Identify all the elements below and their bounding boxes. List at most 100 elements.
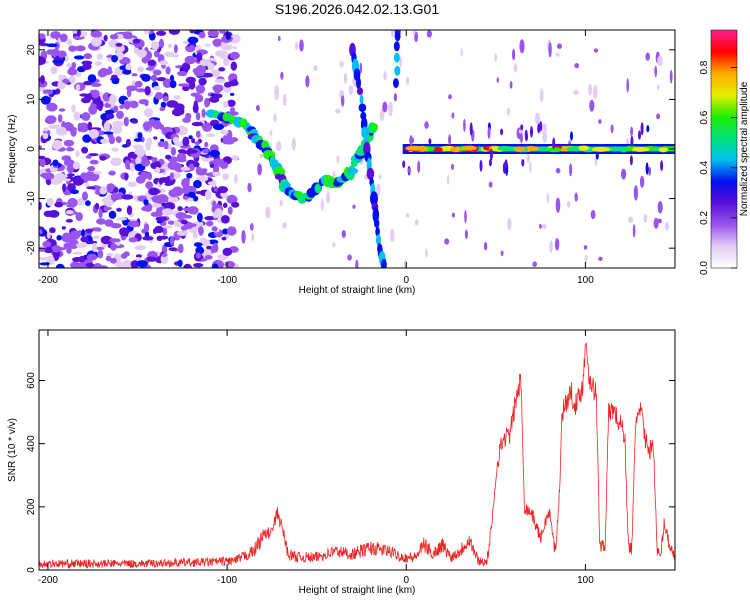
noise-blob xyxy=(223,57,230,67)
noise-blob xyxy=(202,148,210,154)
faint-blob xyxy=(669,69,673,84)
noise-blob xyxy=(140,171,149,180)
noise-blob xyxy=(109,34,119,40)
faint-blob xyxy=(247,182,252,193)
noise-blob xyxy=(224,81,232,88)
faint-blob xyxy=(320,198,324,211)
noise-blob xyxy=(154,92,164,100)
noise-blob xyxy=(227,226,237,236)
faint-blob xyxy=(347,254,352,261)
colorbar-tick-label: 0.6 xyxy=(699,110,710,124)
heatmap-y-ticks: -20 -10 0 10 20 xyxy=(26,44,675,255)
signal-blob xyxy=(450,147,462,153)
faint-blob xyxy=(250,223,254,231)
faint-blob xyxy=(588,83,592,96)
faint-blob xyxy=(388,101,393,117)
faint-blob xyxy=(463,118,466,132)
noise-blob xyxy=(50,66,58,75)
faint-blob xyxy=(657,201,663,214)
heatmap-x-ticks: -200 -100 0 100 xyxy=(38,30,594,286)
noise-blob xyxy=(124,159,131,169)
faint-blob xyxy=(341,95,345,107)
noise-blob xyxy=(168,247,177,252)
noise-blob xyxy=(161,253,168,257)
faint-blob xyxy=(657,218,662,224)
noise-blob xyxy=(68,239,80,250)
noise-blob xyxy=(51,245,62,253)
signal-side-blob xyxy=(646,125,650,133)
noise-blob xyxy=(80,172,88,180)
faint-blob xyxy=(590,209,596,220)
noise-blob xyxy=(134,148,146,157)
noise-blob xyxy=(177,259,183,268)
noise-blob xyxy=(125,138,131,147)
noise-blob xyxy=(213,85,222,94)
noise-blob xyxy=(229,51,240,60)
noise-blob xyxy=(211,179,217,188)
heatmap-x-axis-label: Height of straight line (km) xyxy=(299,285,416,296)
noise-blob xyxy=(204,97,210,108)
noise-blob xyxy=(103,34,108,42)
noise-blob xyxy=(67,38,72,47)
noise-blob xyxy=(176,231,188,237)
faint-blob xyxy=(383,70,387,81)
signal-side-blob xyxy=(630,135,634,148)
faint-blob xyxy=(542,123,547,134)
signal-side-blob xyxy=(630,126,634,137)
noise-blob xyxy=(152,120,162,130)
faint-blob xyxy=(621,168,627,180)
noise-blob xyxy=(122,69,132,75)
noise-blob xyxy=(115,42,123,47)
signal-side-blob xyxy=(520,124,524,131)
faint-blob xyxy=(500,250,504,257)
faint-blob xyxy=(529,161,532,173)
noise-blob xyxy=(105,255,112,262)
noise-blob xyxy=(97,69,107,78)
noise-blob xyxy=(121,194,134,200)
signal-blob xyxy=(578,145,590,151)
signal-side-blob xyxy=(640,122,644,136)
faint-blob xyxy=(326,191,331,204)
steep-track-blob xyxy=(366,167,375,180)
noise-blob xyxy=(65,219,73,223)
noise-blob xyxy=(62,183,67,192)
noise-blob xyxy=(148,187,160,196)
faint-blob xyxy=(549,240,553,254)
noise-blob xyxy=(43,247,54,254)
faint-blob xyxy=(414,219,419,226)
noise-blob xyxy=(201,108,206,118)
faint-blob xyxy=(633,185,639,201)
noise-blob xyxy=(182,117,191,123)
noise-blob xyxy=(146,137,153,146)
signal-blob xyxy=(631,146,650,152)
noise-blob xyxy=(85,155,92,159)
noise-blob xyxy=(67,173,75,177)
noise-blob xyxy=(151,157,158,163)
noise-blob xyxy=(219,130,229,135)
faint-blob xyxy=(593,85,598,100)
noise-blob xyxy=(103,121,111,132)
signal-blob xyxy=(591,146,611,152)
noise-blob xyxy=(169,235,175,246)
noise-blob xyxy=(39,56,46,66)
faint-blob xyxy=(299,39,304,52)
faint-blob xyxy=(339,60,344,68)
noise-blob xyxy=(109,238,121,243)
noise-blob xyxy=(46,49,56,55)
noise-blob xyxy=(177,206,183,212)
signal-side-blob xyxy=(469,122,473,136)
noise-blob xyxy=(91,185,101,191)
noise-blob xyxy=(186,223,197,228)
noise-blob xyxy=(75,150,80,158)
faint-blob xyxy=(584,254,588,263)
noise-blob xyxy=(113,105,119,113)
noise-blob xyxy=(75,45,86,52)
noise-blob xyxy=(229,107,236,113)
faint-blob xyxy=(269,130,273,136)
early-streak-blob xyxy=(394,65,401,76)
noise-blob xyxy=(169,172,174,181)
faint-blob xyxy=(460,48,463,57)
faint-blob xyxy=(274,85,279,101)
